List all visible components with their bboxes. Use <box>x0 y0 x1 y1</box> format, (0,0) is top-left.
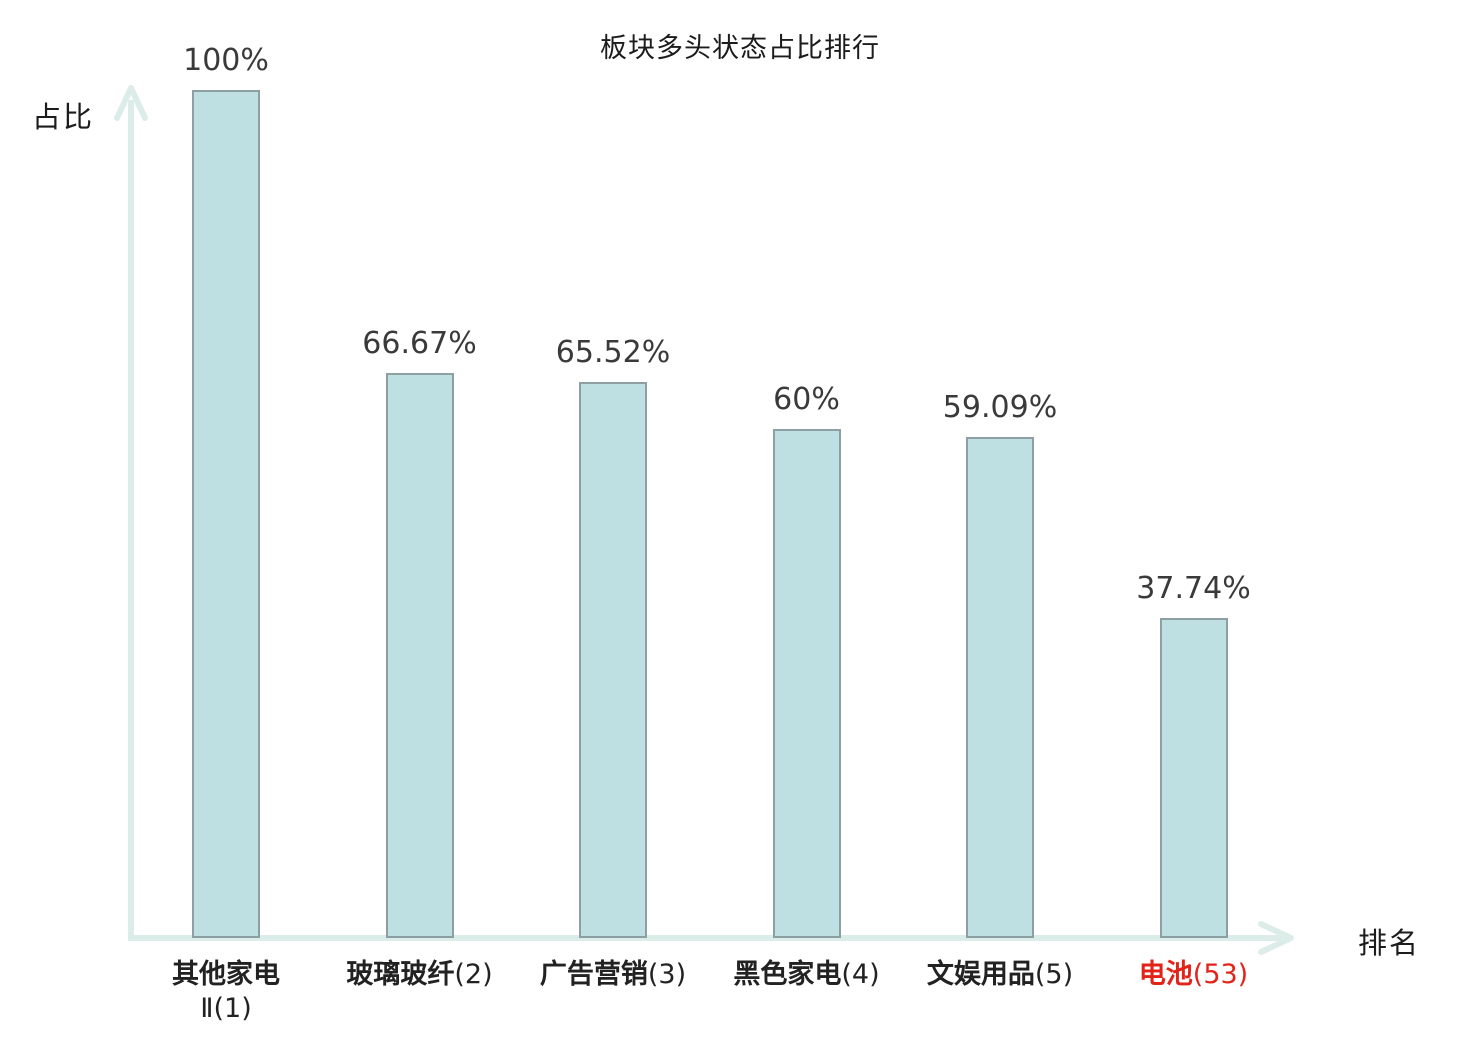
bar-黑色家电 <box>772 429 841 938</box>
y-axis-arrow-icon <box>114 85 148 121</box>
x-axis <box>128 921 1294 955</box>
category-name: 文娱用品 <box>926 959 1035 990</box>
bar-value-label: 60% <box>773 382 840 417</box>
category-label: 文娱用品(5) <box>927 958 1073 992</box>
category-rank: (4) <box>841 959 880 990</box>
bar-value-label: 66.67% <box>362 326 477 361</box>
bar-电池 <box>1159 618 1228 938</box>
bar-广告营销 <box>579 382 647 938</box>
category-label: 玻璃玻纤(2) <box>346 958 492 992</box>
category-label: 其他家电 Ⅱ(1) <box>172 958 280 1026</box>
category-name: 其他家电 <box>172 959 280 990</box>
bar-value-label: 100% <box>183 43 269 78</box>
category-label: 电池(53) <box>1139 958 1248 992</box>
chart-title: 板块多头状态占比排行 <box>600 33 880 64</box>
category-name: 玻璃玻纤 <box>346 959 455 990</box>
category-rank: (3) <box>647 959 687 990</box>
bar-玻璃玻纤 <box>385 373 454 938</box>
category-rank: (53) <box>1192 959 1249 990</box>
bar-其他家电 <box>192 90 260 938</box>
category-name: 广告营销 <box>539 959 648 990</box>
category-rank: Ⅱ(1) <box>200 993 252 1024</box>
bar-value-label: 59.09% <box>942 390 1058 425</box>
category-label: 广告营销(3) <box>540 958 686 992</box>
category-name: 黑色家电 <box>733 959 842 990</box>
bar-value-label: 37.74% <box>1136 571 1251 606</box>
category-label: 黑色家电(4) <box>733 958 879 992</box>
x-axis-arrow-icon <box>1258 921 1294 955</box>
category-rank: (5) <box>1034 959 1074 990</box>
x-axis-label: 排名 <box>1358 926 1421 960</box>
category-rank: (2) <box>454 959 493 990</box>
bar-value-label: 65.52% <box>555 335 671 370</box>
category-name: 电池 <box>1138 959 1193 990</box>
y-axis <box>114 85 148 938</box>
y-axis-label: 占比 <box>32 100 95 134</box>
bar-文娱用品 <box>966 437 1034 938</box>
